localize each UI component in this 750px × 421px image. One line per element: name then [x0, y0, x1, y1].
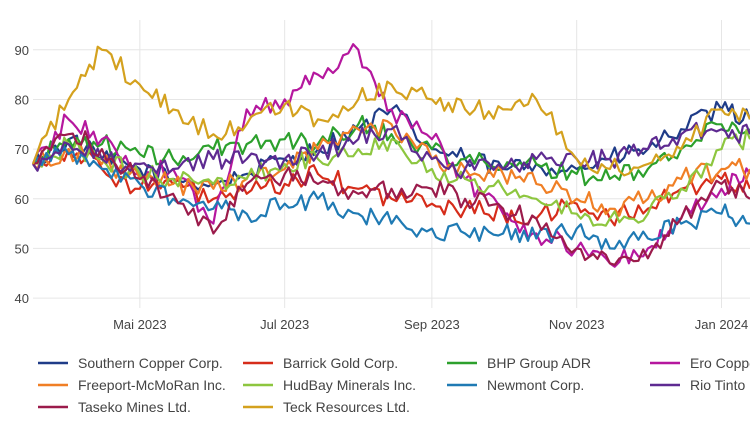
- y-tick-label: 90: [15, 43, 29, 58]
- x-tick-label: Nov 2023: [549, 317, 605, 332]
- x-tick-label: Jan 2024: [695, 317, 749, 332]
- series-line: [32, 145, 750, 251]
- series-line: [32, 130, 750, 266]
- series-line: [31, 45, 750, 177]
- legend-label[interactable]: Ero Copper Corp.: [690, 355, 750, 371]
- legend-label[interactable]: BHP Group ADR: [487, 355, 591, 371]
- legend-label[interactable]: Southern Copper Corp.: [78, 355, 223, 371]
- legend-label[interactable]: Teck Resources Ltd.: [283, 399, 410, 415]
- series-line: [32, 121, 750, 180]
- y-tick-label: 50: [15, 241, 29, 256]
- series-line: [32, 148, 750, 227]
- y-tick-label: 60: [15, 192, 29, 207]
- legend-label[interactable]: Freeport-McMoRan Inc.: [78, 377, 226, 393]
- series-line: [32, 114, 750, 187]
- x-tick-label: Sep 2023: [404, 317, 460, 332]
- y-tick-label: 70: [15, 142, 29, 157]
- x-tick-label: Jul 2023: [260, 317, 309, 332]
- y-axis-ticks: 40 50 60 70 80 90: [15, 43, 29, 306]
- y-tick-label: 80: [15, 92, 29, 107]
- legend-label[interactable]: HudBay Minerals Inc.: [283, 377, 416, 393]
- x-tick-label: Mai 2023: [113, 317, 166, 332]
- legend: Southern Copper Corp. Barrick Gold Corp. B…: [38, 355, 750, 415]
- series-line: [32, 118, 750, 217]
- legend-label[interactable]: Rio Tinto Ltd.: [690, 377, 750, 393]
- y-tick-label: 40: [15, 291, 29, 306]
- series-line: [32, 129, 750, 227]
- legend-label[interactable]: Taseko Mines Ltd.: [78, 399, 191, 415]
- series-lines: [31, 43, 750, 268]
- legend-label[interactable]: Newmont Corp.: [487, 377, 584, 393]
- x-axis-ticks: Mai 2023 Jul 2023 Sep 2023 Nov 2023 Jan 2024: [113, 317, 748, 332]
- legend-label[interactable]: Barrick Gold Corp.: [283, 355, 398, 371]
